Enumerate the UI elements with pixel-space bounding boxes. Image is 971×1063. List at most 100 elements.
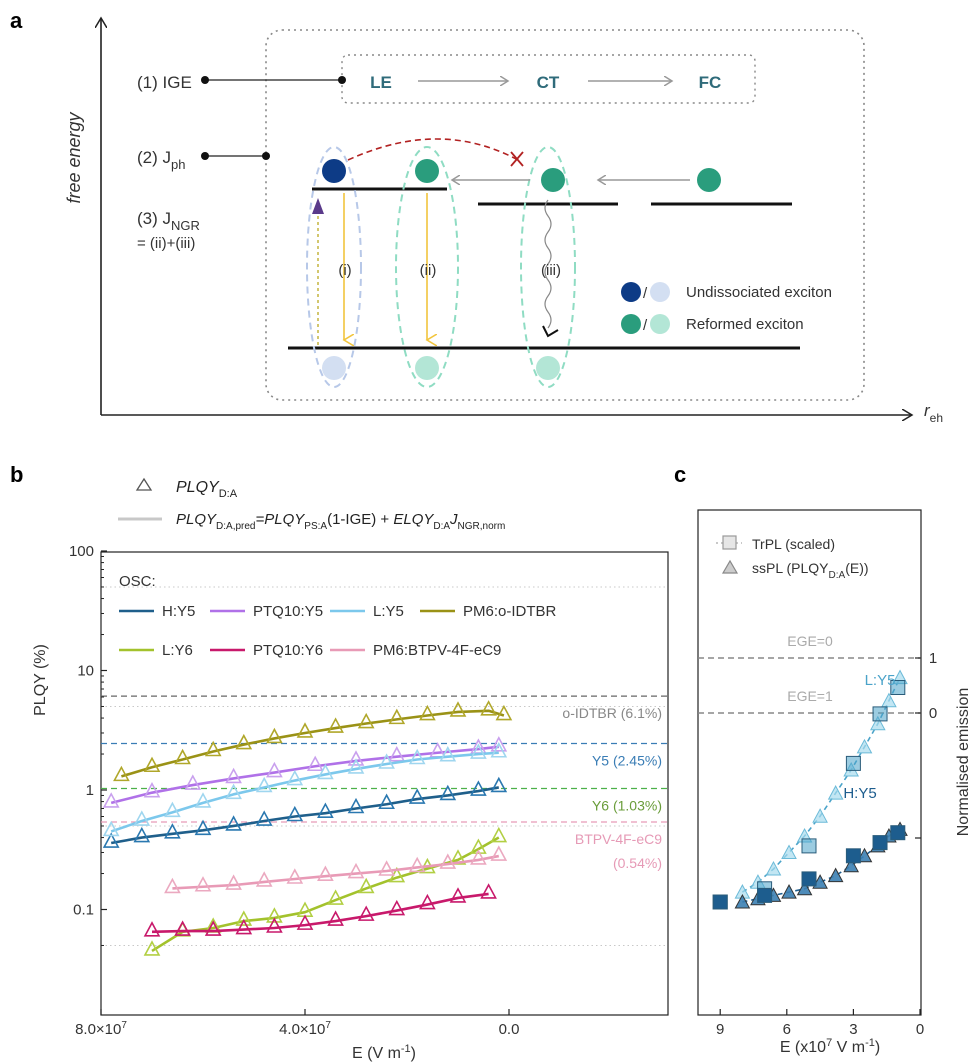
legend-series-label: L:Y5 bbox=[373, 603, 404, 620]
data-point-triangle bbox=[327, 889, 344, 905]
data-point-triangle bbox=[470, 743, 487, 759]
data-point-triangle bbox=[286, 769, 304, 786]
x-tick-label: 9 bbox=[716, 1021, 724, 1038]
process-box bbox=[265, 29, 865, 401]
row-ige-label: (1) IGE bbox=[137, 73, 192, 92]
oval-i bbox=[306, 146, 362, 388]
row-jngr-eq: = (ii)+(iii) bbox=[137, 235, 195, 252]
series-line bbox=[110, 786, 500, 845]
data-point-triangle bbox=[357, 905, 375, 921]
row-jngr-label: (3) JNGR bbox=[137, 209, 200, 233]
legend-reformed-light-icon bbox=[650, 314, 670, 334]
trpl-point bbox=[872, 706, 888, 722]
data-point-triangle bbox=[480, 883, 497, 899]
data-point-triangle bbox=[317, 865, 334, 881]
legend-pred-label: PLQYD:A,pred=PLQYPS:A(1-IGE) + ELQYD:AJN… bbox=[176, 511, 505, 532]
data-point-triangle bbox=[408, 748, 426, 765]
data-point-triangle bbox=[490, 826, 508, 843]
trpl-point bbox=[712, 894, 728, 910]
data-point-triangle bbox=[306, 755, 324, 772]
data-point-triangle bbox=[174, 920, 191, 936]
plot-b-grid bbox=[101, 586, 668, 946]
data-point-triangle bbox=[357, 712, 375, 729]
data-point-triangle bbox=[357, 877, 375, 894]
data-point-triangle bbox=[439, 853, 457, 869]
y-tick-label: 1 bbox=[86, 782, 94, 799]
data-point-triangle bbox=[102, 792, 120, 808]
process-i-label: (i) bbox=[338, 262, 351, 279]
trpl-point bbox=[845, 848, 861, 864]
data-point-triangle bbox=[164, 823, 181, 839]
ige-dot-right bbox=[338, 76, 346, 84]
sspl-point bbox=[869, 715, 886, 731]
legend-series-label: PTQ10:Y5 bbox=[253, 603, 323, 620]
data-point-triangle bbox=[286, 868, 304, 884]
panel-label-c: c bbox=[674, 462, 686, 487]
data-point-triangle bbox=[266, 727, 283, 744]
data-point-triangle bbox=[225, 874, 242, 890]
legend-series-label: PM6:o-IDTBR bbox=[463, 603, 557, 620]
legend-series-label: H:Y5 bbox=[162, 603, 195, 620]
data-point-triangle bbox=[378, 860, 395, 876]
process-iii-label: (iii) bbox=[541, 262, 561, 279]
fc-exciton-icon bbox=[697, 168, 721, 192]
data-point-triangle bbox=[174, 748, 191, 765]
data-point-triangle bbox=[347, 750, 365, 766]
data-point-triangle bbox=[266, 761, 283, 778]
ground-reformed-icon bbox=[415, 356, 439, 380]
data-point-triangle bbox=[255, 871, 273, 887]
panel-label-b: b bbox=[10, 462, 23, 487]
data-point-triangle bbox=[347, 862, 365, 879]
y-tick-label: 0.1 bbox=[73, 902, 94, 919]
legend-series-label: PM6:BTPV-4F-eC9 bbox=[373, 642, 501, 659]
plot-b-reference-lines: o-IDTBR (6.1%) Y5 (2.45%) Y6 (1.03%) BTPV-4… bbox=[101, 695, 668, 871]
data-point-triangle bbox=[102, 820, 120, 837]
data-point-triangle bbox=[470, 838, 487, 854]
sspl-point bbox=[827, 785, 844, 800]
data-point-triangle bbox=[143, 921, 161, 937]
plot-b-series bbox=[102, 700, 513, 956]
data-point-triangle bbox=[449, 887, 467, 903]
legend-trpl-label: TrPL (scaled) bbox=[752, 536, 835, 552]
data-point-triangle bbox=[235, 918, 253, 935]
data-point-triangle bbox=[495, 704, 513, 721]
legend-reformed-label: Reformed exciton bbox=[686, 316, 804, 333]
data-point-triangle bbox=[164, 801, 181, 818]
data-point-triangle bbox=[470, 780, 487, 796]
data-point-triangle bbox=[102, 832, 120, 848]
legend-sspl-marker bbox=[721, 559, 739, 574]
plot-c-frame bbox=[697, 509, 922, 1016]
sspl-point bbox=[827, 867, 844, 883]
osc-legend-title: OSC: bbox=[119, 573, 156, 590]
ct-exciton-icon bbox=[541, 168, 565, 192]
non-radiative-path bbox=[544, 199, 552, 329]
oval-iii bbox=[520, 146, 576, 388]
osc-legend: H:Y5 PTQ10:Y5 L:Y5 PM6:o-IDTBR L:Y6 PTQ10:Y6 P… bbox=[119, 603, 557, 659]
data-point-triangle bbox=[235, 910, 253, 926]
data-point-triangle bbox=[419, 704, 436, 721]
data-point-triangle bbox=[143, 756, 161, 773]
plot-c-xlabel: E (x107 V m-1) bbox=[780, 1037, 880, 1056]
legend-sep-1: / bbox=[643, 285, 648, 302]
sspl-point bbox=[843, 857, 860, 873]
data-point-triangle bbox=[266, 917, 283, 933]
data-point-triangle bbox=[327, 910, 344, 926]
data-point-triangle bbox=[439, 784, 457, 801]
data-point-triangle bbox=[327, 717, 344, 733]
trpl-point bbox=[801, 871, 817, 887]
sspl-point bbox=[812, 808, 828, 823]
trpl-point bbox=[890, 825, 906, 841]
plot-b-xlabel: E (V m-1) bbox=[352, 1043, 416, 1062]
data-point-triangle bbox=[194, 876, 212, 892]
oval-ii bbox=[395, 146, 459, 388]
data-point-triangle bbox=[388, 746, 406, 762]
legend-undissociated-dark-icon bbox=[621, 282, 641, 302]
data-point-triangle bbox=[378, 753, 395, 769]
y-tick-label: 10 bbox=[77, 663, 94, 680]
series-line bbox=[110, 745, 499, 805]
y-tick-label: 100 bbox=[69, 543, 94, 560]
data-point-triangle bbox=[113, 765, 130, 782]
reference-line-label: (0.54%) bbox=[613, 855, 662, 871]
plot-c-series: L:Y5 H:Y5 bbox=[712, 669, 908, 910]
x-tick-label: 3 bbox=[849, 1021, 857, 1038]
